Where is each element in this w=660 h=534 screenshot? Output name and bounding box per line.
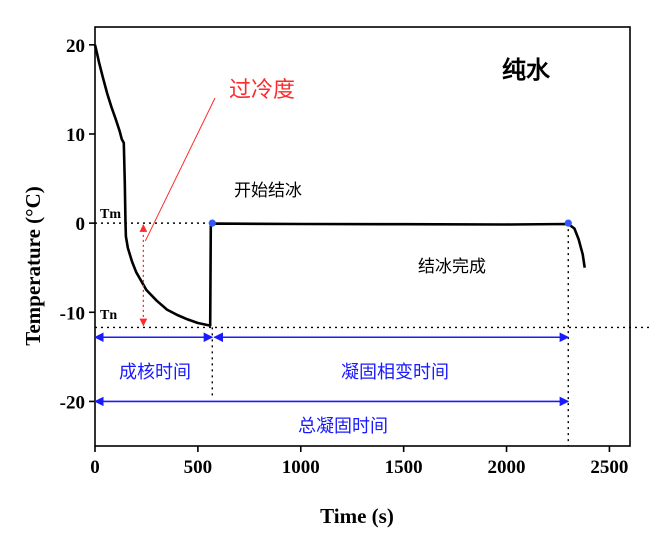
y-tick-label: 10: [66, 125, 85, 146]
x-tick-label: 1500: [385, 457, 423, 478]
plot-border: [94, 26, 631, 447]
y-axis-label: Temperature (°C): [21, 186, 45, 345]
annotation-layer: [94, 97, 570, 407]
total-solidification-time-label: 总凝固时间: [298, 416, 388, 437]
freeze-end-label: 结冰完成: [418, 257, 486, 277]
freeze-start-label: 开始结冰: [234, 181, 302, 201]
x-axis-label: Time (s): [320, 504, 394, 528]
y-tick-label: -20: [60, 392, 85, 413]
reference-lines: [95, 222, 650, 446]
tn-label: Tn: [100, 308, 117, 323]
tm-label: Tm: [100, 207, 121, 222]
nucleation-time-label: 成核时间: [119, 362, 191, 383]
plot-frame: [94, 26, 631, 447]
x-tick-label: 500: [184, 457, 213, 478]
curve-layer: [93, 44, 586, 327]
supercooling-label: 过冷度: [229, 78, 295, 103]
x-tick-label: 1000: [282, 457, 320, 478]
x-tick-label: 2000: [488, 457, 526, 478]
axis-ticks: 0 500 1000 1500 2000 2500 20 10 0 -10 -20: [60, 36, 629, 478]
supercooling-leader-line: [144, 97, 216, 242]
event-marker: [208, 219, 216, 227]
y-tick-label: 20: [66, 36, 85, 57]
event-marker: [564, 219, 572, 227]
x-tick-label: 2500: [590, 457, 628, 478]
x-tick-label: 0: [90, 457, 100, 478]
y-tick-label: 0: [76, 214, 86, 235]
y-tick-label: -10: [60, 303, 85, 324]
temperature-curve: [93, 44, 586, 327]
solidification-phase-time-label: 凝固相变时间: [341, 362, 449, 383]
chart-title: 纯水: [502, 56, 551, 84]
